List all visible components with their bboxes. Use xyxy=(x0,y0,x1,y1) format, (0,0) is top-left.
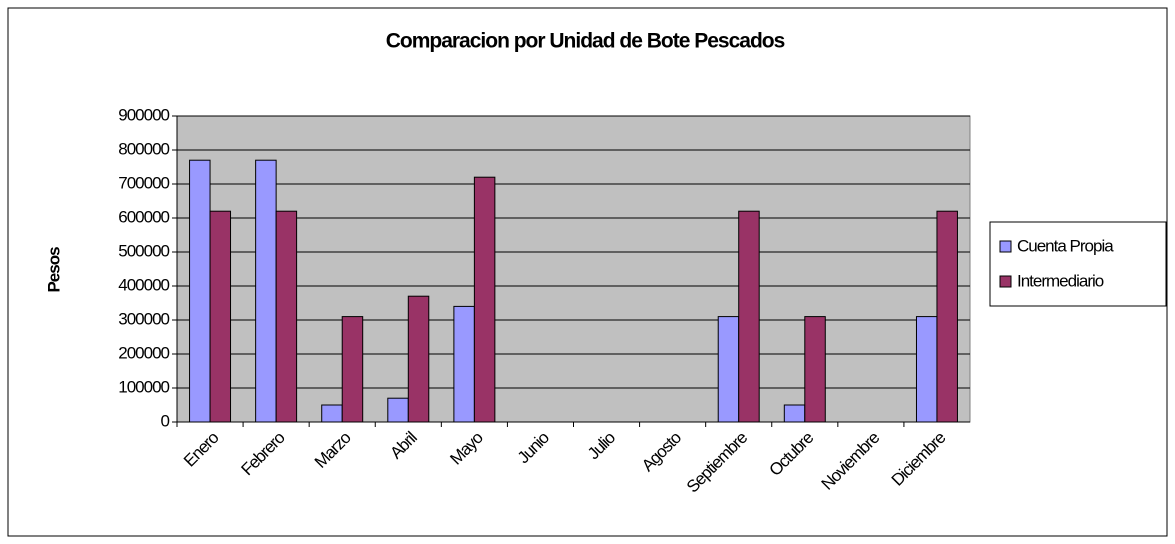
bar xyxy=(453,305,475,423)
legend-swatch xyxy=(999,275,1012,288)
bar xyxy=(209,210,232,423)
bar xyxy=(321,404,343,423)
y-tick-label: 0 xyxy=(161,411,170,430)
y-tick-label: 600000 xyxy=(118,207,169,226)
bar xyxy=(341,316,364,423)
bar xyxy=(255,159,277,423)
y-axis-label: Pesos xyxy=(44,247,63,293)
bar xyxy=(915,316,938,423)
y-tick-label: 400000 xyxy=(118,275,169,294)
bar xyxy=(387,397,409,423)
y-tick-label: 900000 xyxy=(118,105,169,124)
y-tick-label: 200000 xyxy=(118,343,169,362)
bar xyxy=(738,210,760,423)
bar xyxy=(275,210,298,423)
y-tick-label: 500000 xyxy=(118,241,169,260)
y-tick-label: 300000 xyxy=(118,309,169,328)
bar xyxy=(804,316,826,423)
legend-label: Cuenta Propia xyxy=(1017,236,1114,255)
bar xyxy=(783,404,806,423)
bar xyxy=(407,295,430,423)
bar xyxy=(936,210,958,423)
bar xyxy=(189,159,211,423)
bar xyxy=(473,176,496,423)
y-tick-label: 100000 xyxy=(118,377,169,396)
legend-label: Intermediario xyxy=(1017,271,1104,290)
chart-title: Comparacion por Unidad de Bote Pescados xyxy=(386,30,785,53)
plot-background xyxy=(176,115,971,423)
legend xyxy=(989,221,1167,307)
y-tick-label: 700000 xyxy=(118,173,169,192)
y-tick-label: 800000 xyxy=(118,139,169,158)
legend-swatch xyxy=(999,240,1012,253)
bar xyxy=(717,316,740,423)
